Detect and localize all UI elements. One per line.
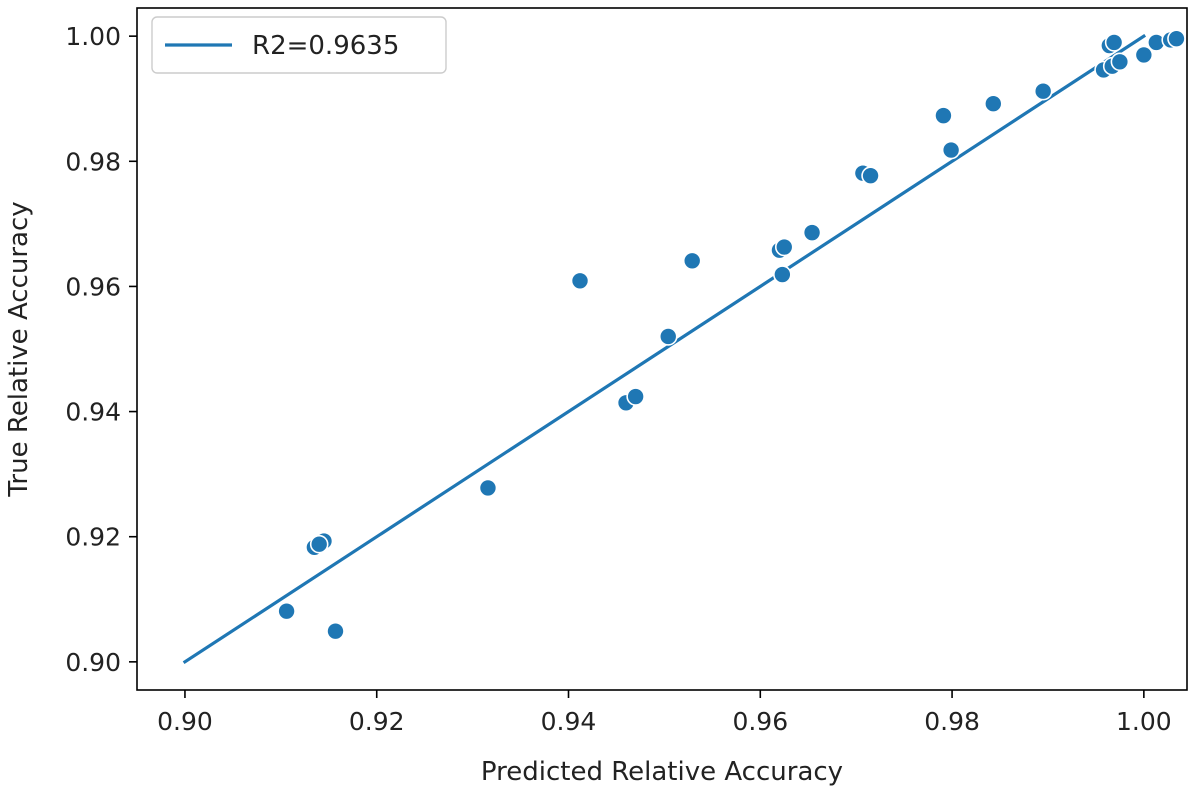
data-point-20 [1033,81,1053,101]
data-point-25 [1110,52,1130,72]
y-axis-title: True Relative Accuracy [4,201,34,497]
data-point-19 [984,94,1003,114]
x-tick-label: 0.92 [349,707,405,736]
fit-line-layer [182,33,1147,665]
y-tick-label: 0.90 [65,648,121,677]
x-tick-label: 0.94 [541,707,597,736]
data-point-13 [773,265,792,284]
y-axis-ticks: 0.90 0.92 0.94 0.96 0.98 1.00 [65,22,137,677]
x-tick-label: 0.98 [924,707,980,736]
fit-line [182,33,1147,665]
plot-area-frame [136,7,1188,691]
legend-box [151,16,447,74]
legend: R2=0.9635 [151,16,447,74]
x-axis-title: Predicted Relative Accuracy [481,757,843,787]
data-point-6 [570,271,590,291]
data-point-5 [478,478,498,498]
data-point-8 [626,387,645,406]
data-point-9 [658,327,678,346]
data-points-layer [277,29,1186,641]
y-tick-label: 0.94 [65,398,121,427]
data-point-17 [934,106,953,125]
data-point-10 [682,251,702,271]
legend-label: R2=0.9635 [252,31,399,61]
y-tick-label: 0.98 [65,147,121,176]
data-point-29 [1167,29,1186,48]
data-point-26 [1134,45,1154,65]
data-point-4 [309,534,329,554]
data-point-24 [1104,33,1124,52]
data-point-1 [326,621,345,641]
x-tick-label: 1.00 [1116,707,1172,736]
data-point-0 [277,601,296,621]
x-axis-ticks: 0.90 0.92 0.94 0.96 0.98 1.00 [157,690,1172,736]
y-tick-label: 0.96 [65,272,121,301]
data-point-18 [941,140,961,160]
y-tick-label: 0.92 [65,523,121,552]
data-point-16 [861,166,880,185]
y-tick-label: 1.00 [65,22,121,51]
x-tick-label: 0.96 [732,707,788,736]
data-point-12 [774,237,794,257]
x-tick-label: 0.90 [157,707,213,736]
data-point-14 [802,223,822,242]
